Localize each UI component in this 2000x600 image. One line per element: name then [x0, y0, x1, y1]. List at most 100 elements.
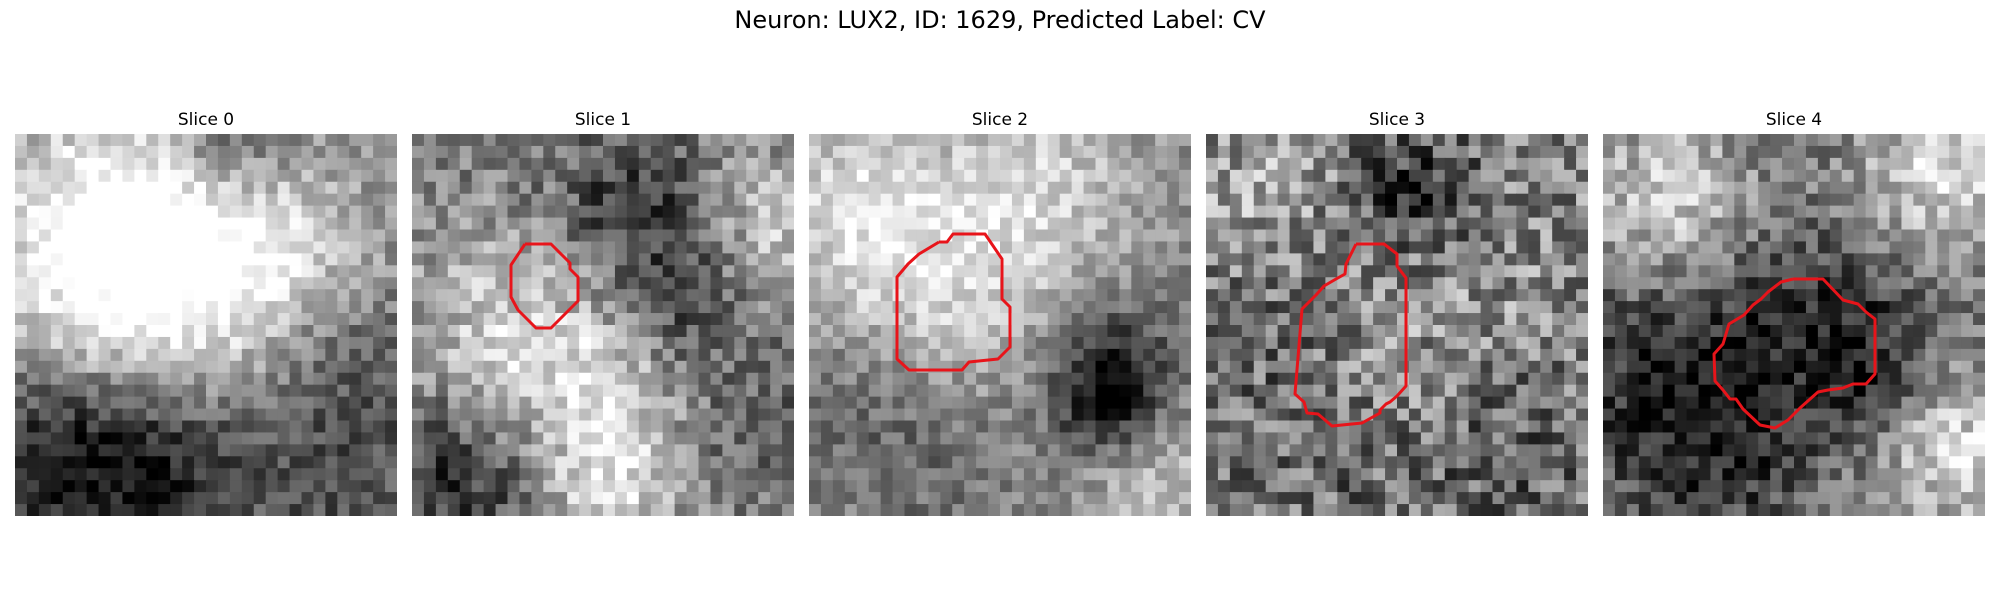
pixel-cell: [1217, 325, 1231, 338]
pixel-cell: [1480, 325, 1494, 338]
pixel-cell: [1035, 253, 1049, 266]
pixel-cell: [1361, 205, 1374, 219]
pixel-cell: [1626, 241, 1640, 254]
pixel-cell: [1071, 360, 1085, 374]
pixel-cell: [1925, 217, 1938, 231]
pixel-cell: [229, 241, 243, 254]
figure-title: Neuron: LUX2, ID: 1629, Predicted Label:…: [734, 6, 1266, 34]
pixel-cell: [1961, 205, 1974, 219]
pixel-cell: [1913, 265, 1926, 278]
pixel-cell: [1877, 408, 1891, 422]
pixel-cell: [1456, 372, 1470, 386]
pixel-cell: [337, 504, 350, 516]
pixel-cell: [277, 492, 291, 505]
pixel-cell: [746, 217, 759, 231]
pixel-cell: [638, 408, 652, 422]
pixel-cell: [1614, 289, 1628, 302]
pixel-cell: [1337, 444, 1350, 457]
pixel-cell: [579, 265, 592, 278]
pixel-cell: [385, 396, 397, 410]
pixel-cell: [892, 432, 906, 445]
pixel-cell: [1746, 313, 1759, 326]
pixel-cell: [301, 181, 315, 195]
pixel-cell: [1155, 229, 1168, 243]
pixel-cell: [1155, 217, 1168, 231]
pixel-cell: [1047, 145, 1061, 159]
pixel-cell: [1179, 420, 1191, 434]
pixel-cell: [832, 468, 846, 481]
pixel-cell: [1865, 408, 1879, 422]
pixel-cell: [758, 456, 771, 469]
pixel-cell: [1408, 408, 1422, 422]
pixel-cell: [1265, 265, 1279, 278]
pixel-cell: [698, 360, 712, 374]
pixel-cell: [698, 420, 712, 434]
pixel-cell: [1626, 313, 1640, 326]
pixel-cell: [1432, 157, 1446, 171]
pixel-cell: [325, 241, 338, 254]
pixel-cell: [543, 301, 556, 314]
pixel-cell: [122, 420, 135, 434]
pixel-cell: [337, 420, 350, 434]
pixel-cell: [1408, 169, 1422, 183]
pixel-cell: [1504, 277, 1517, 290]
pixel-cell: [832, 301, 846, 314]
pixel-cell: [1265, 193, 1279, 207]
pixel-cell: [447, 432, 461, 445]
pixel-cell: [253, 480, 267, 493]
pixel-cell: [1277, 420, 1291, 434]
pixel-cell: [26, 157, 40, 171]
pixel-cell: [1614, 420, 1628, 434]
slice-image: [1206, 134, 1588, 516]
pixel-cell: [1373, 193, 1386, 207]
pixel-cell: [313, 408, 326, 422]
pixel-cell: [1961, 193, 1974, 207]
pixel-cell: [832, 384, 846, 398]
pixel-cell: [1638, 265, 1652, 278]
pixel-cell: [1301, 313, 1315, 326]
pixel-cell: [122, 325, 135, 338]
pixel-cell: [1241, 336, 1255, 350]
pixel-cell: [1504, 181, 1517, 195]
pixel-cell: [820, 134, 834, 147]
pixel-cell: [1913, 241, 1926, 254]
pixel-cell: [1059, 157, 1073, 171]
pixel-cell: [50, 217, 64, 231]
pixel-cell: [1119, 145, 1132, 159]
pixel-cell: [1889, 360, 1903, 374]
pixel-cell: [495, 432, 509, 445]
pixel-cell: [1023, 145, 1037, 159]
pixel-cell: [746, 348, 759, 362]
pixel-cell: [435, 325, 449, 338]
pixel-cell: [1143, 253, 1156, 266]
pixel-cell: [856, 205, 870, 219]
pixel-cell: [1035, 157, 1049, 171]
pixel-cell: [1253, 456, 1267, 469]
pixel-cell: [1107, 169, 1120, 183]
pixel-cell: [844, 348, 858, 362]
pixel-cell: [579, 313, 592, 326]
pixel-cell: [412, 241, 425, 254]
pixel-cell: [1540, 145, 1553, 159]
pixel-cell: [758, 229, 771, 243]
pixel-cell: [543, 193, 556, 207]
pixel-cell: [182, 348, 195, 362]
pixel-cell: [519, 253, 532, 266]
pixel-cell: [459, 444, 473, 457]
pixel-cell: [1504, 396, 1517, 410]
pixel-cell: [26, 325, 40, 338]
pixel-cell: [253, 372, 267, 386]
pixel-cell: [1829, 348, 1843, 362]
pixel-cell: [253, 456, 267, 469]
pixel-cell: [904, 289, 918, 302]
slice-image: [1603, 134, 1985, 516]
pixel-cell: [1492, 205, 1506, 219]
pixel-cell: [1805, 241, 1819, 254]
pixel-cell: [782, 432, 794, 445]
pixel-cell: [1071, 432, 1085, 445]
pixel-cell: [146, 169, 159, 183]
pixel-cell: [265, 444, 279, 457]
pixel-cell: [74, 313, 88, 326]
pixel-cell: [1686, 169, 1700, 183]
pixel-cell: [1480, 134, 1494, 147]
